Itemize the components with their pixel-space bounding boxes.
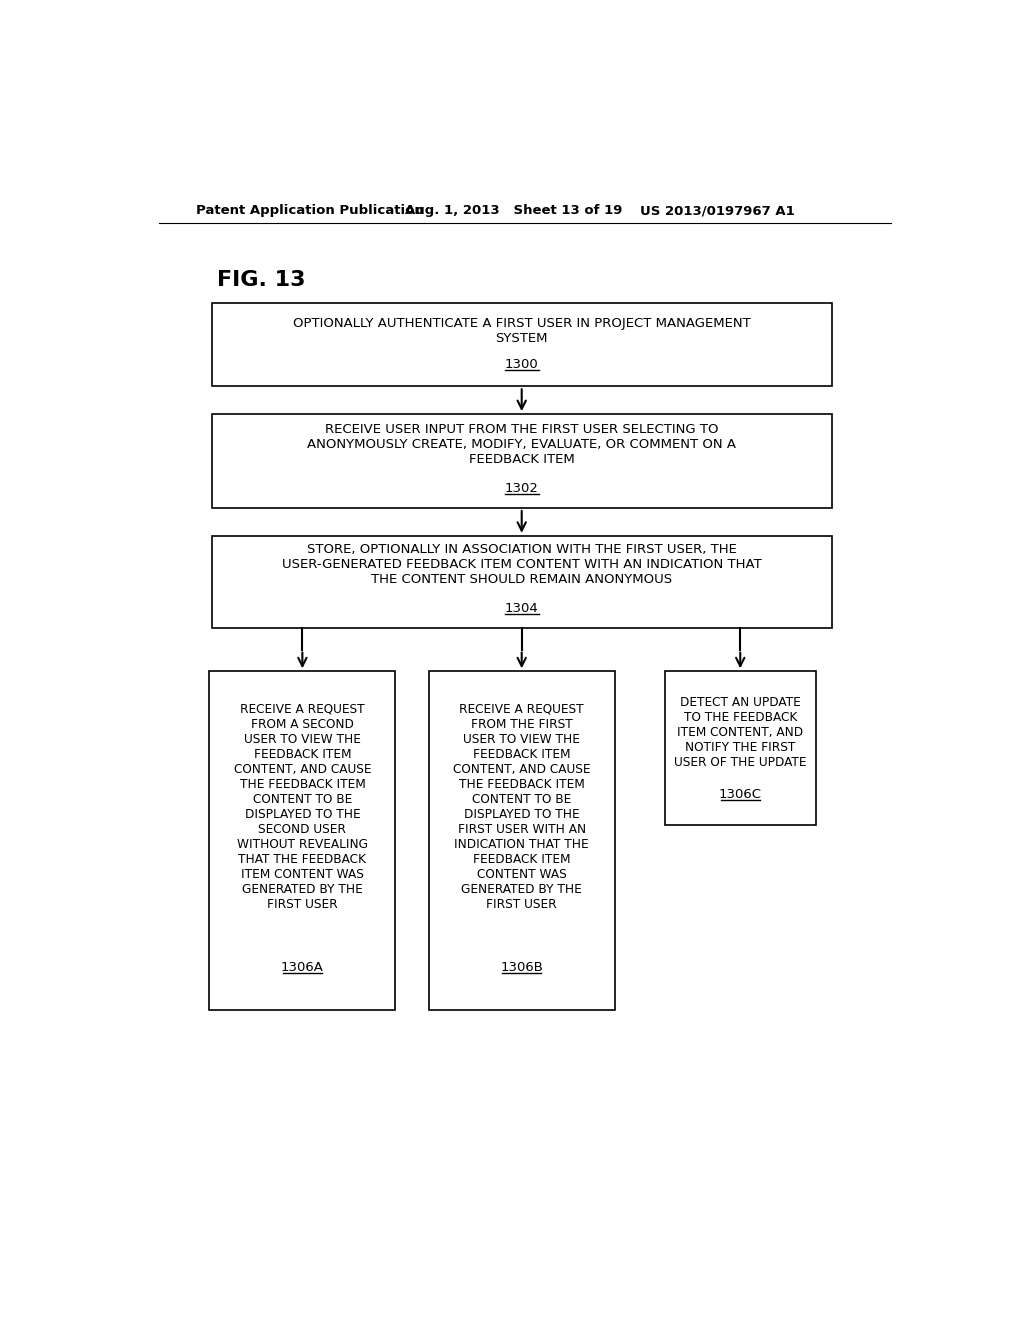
Bar	[429, 671, 614, 1010]
Text: OPTIONALLY AUTHENTICATE A FIRST USER IN PROJECT MANAGEMENT
SYSTEM: OPTIONALLY AUTHENTICATE A FIRST USER IN …	[293, 317, 751, 345]
Bar	[209, 671, 395, 1010]
Bar	[212, 414, 831, 508]
Text: 1304: 1304	[505, 602, 539, 615]
Bar	[665, 671, 816, 825]
Text: US 2013/0197967 A1: US 2013/0197967 A1	[640, 205, 795, 218]
Text: Aug. 1, 2013   Sheet 13 of 19: Aug. 1, 2013 Sheet 13 of 19	[406, 205, 623, 218]
Text: RECEIVE A REQUEST
FROM THE FIRST
USER TO VIEW THE
FEEDBACK ITEM
CONTENT, AND CAU: RECEIVE A REQUEST FROM THE FIRST USER TO…	[453, 702, 591, 911]
Text: RECEIVE USER INPUT FROM THE FIRST USER SELECTING TO
ANONYMOUSLY CREATE, MODIFY, : RECEIVE USER INPUT FROM THE FIRST USER S…	[307, 424, 736, 466]
Text: 1302: 1302	[505, 482, 539, 495]
Text: 1306A: 1306A	[281, 961, 324, 974]
Text: DETECT AN UPDATE
TO THE FEEDBACK
ITEM CONTENT, AND
NOTIFY THE FIRST
USER OF THE : DETECT AN UPDATE TO THE FEEDBACK ITEM CO…	[674, 697, 807, 770]
Bar	[212, 304, 831, 387]
Text: STORE, OPTIONALLY IN ASSOCIATION WITH THE FIRST USER, THE
USER-GENERATED FEEDBAC: STORE, OPTIONALLY IN ASSOCIATION WITH TH…	[282, 544, 762, 586]
Text: 1306B: 1306B	[501, 961, 543, 974]
Text: RECEIVE A REQUEST
FROM A SECOND
USER TO VIEW THE
FEEDBACK ITEM
CONTENT, AND CAUS: RECEIVE A REQUEST FROM A SECOND USER TO …	[233, 702, 371, 911]
Text: Patent Application Publication: Patent Application Publication	[197, 205, 424, 218]
Text: FIG. 13: FIG. 13	[217, 271, 305, 290]
Text: 1300: 1300	[505, 358, 539, 371]
Text: 1306C: 1306C	[719, 788, 762, 801]
Bar	[212, 536, 831, 628]
